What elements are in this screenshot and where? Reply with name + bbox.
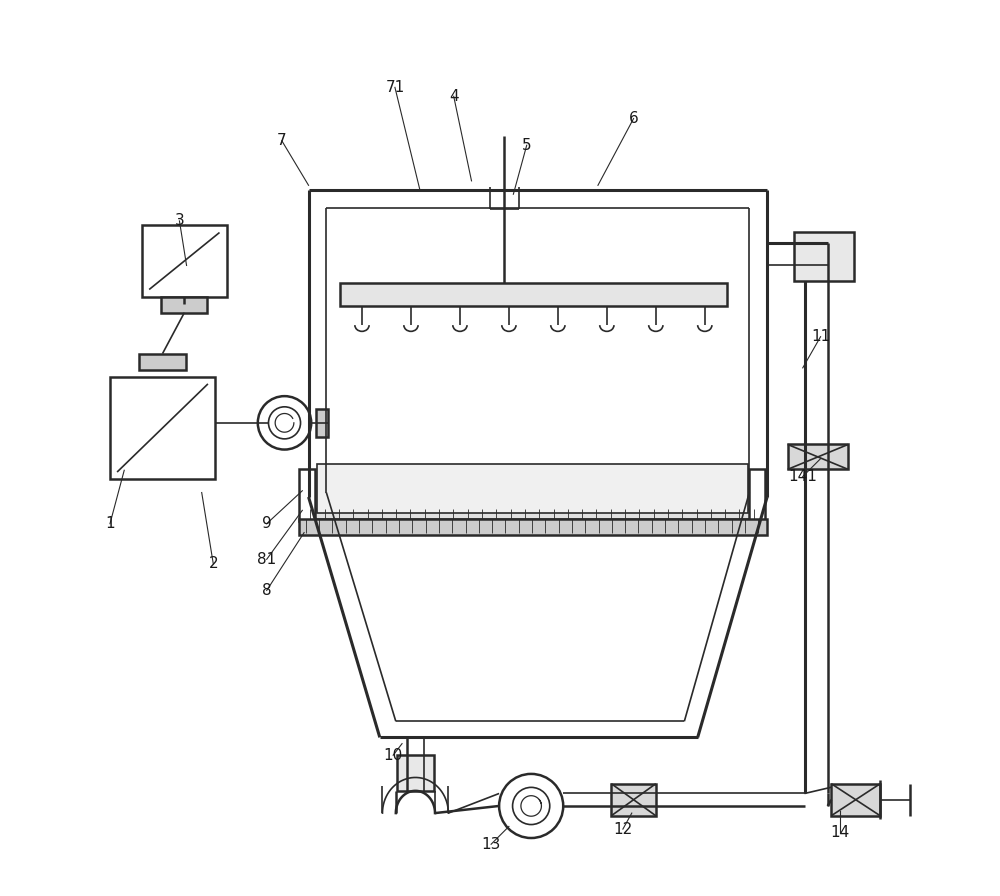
Text: 5: 5 (522, 138, 532, 152)
Bar (317, 464, 748, 513)
Circle shape (258, 396, 311, 450)
Bar (316, 409, 328, 437)
Bar (139, 354, 186, 370)
Text: 9: 9 (262, 516, 272, 531)
Text: 7: 7 (277, 134, 287, 149)
Text: 71: 71 (385, 80, 405, 95)
Circle shape (513, 788, 550, 824)
Bar (299, 470, 315, 521)
Bar (788, 444, 848, 470)
Text: 3: 3 (175, 213, 184, 228)
Text: 6: 6 (629, 111, 638, 126)
Text: 11: 11 (811, 329, 830, 344)
Bar (299, 520, 767, 535)
Circle shape (499, 774, 563, 838)
Bar (161, 297, 207, 313)
Text: 1: 1 (105, 516, 115, 531)
Bar (340, 283, 727, 306)
Text: 141: 141 (788, 469, 817, 484)
Bar (110, 376, 215, 479)
Bar (749, 470, 765, 521)
Text: 13: 13 (481, 837, 501, 852)
Text: 4: 4 (449, 89, 459, 104)
Bar (142, 226, 227, 297)
Bar (831, 784, 880, 815)
Bar (306, 509, 758, 520)
Text: 14: 14 (831, 825, 850, 840)
Text: 2: 2 (208, 556, 218, 572)
Circle shape (268, 407, 301, 439)
Text: 10: 10 (384, 747, 403, 762)
Text: 81: 81 (257, 552, 276, 567)
Bar (794, 232, 854, 280)
Text: 8: 8 (262, 583, 272, 598)
Bar (611, 784, 656, 815)
Text: 12: 12 (613, 822, 633, 837)
Bar (397, 755, 434, 791)
